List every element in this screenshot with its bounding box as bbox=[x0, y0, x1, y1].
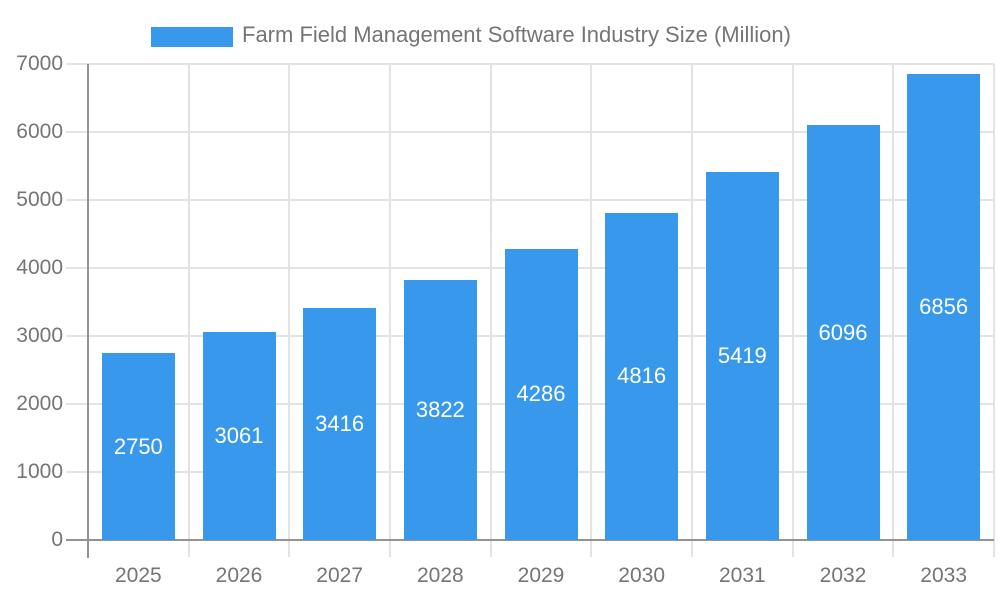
y-axis-label: 7000 bbox=[16, 52, 63, 75]
x-axis-label: 2027 bbox=[316, 564, 364, 587]
bar-2031[interactable] bbox=[705, 171, 779, 540]
x-axis-tick bbox=[691, 540, 693, 557]
bar-value-label: 6096 bbox=[818, 319, 868, 345]
bar-value-label: 4286 bbox=[516, 381, 566, 407]
y-axis-tick bbox=[66, 335, 88, 337]
x-axis-line bbox=[66, 539, 994, 541]
x-axis-label: 2025 bbox=[114, 564, 162, 587]
y-axis-tick bbox=[66, 403, 88, 405]
x-axis-tick bbox=[590, 540, 593, 557]
bar-value-label: 3061 bbox=[214, 422, 264, 448]
bar-2028[interactable] bbox=[403, 280, 477, 540]
x-axis-tick bbox=[791, 540, 794, 557]
y-axis-tick bbox=[66, 63, 88, 65]
x-axis-label: 2030 bbox=[618, 564, 666, 587]
x-axis-tick bbox=[389, 540, 391, 557]
gridline-horizontal bbox=[88, 199, 994, 201]
x-axis-label: 2029 bbox=[517, 564, 565, 587]
y-axis-label: 6000 bbox=[16, 120, 63, 143]
bar-value-label: 5419 bbox=[717, 342, 767, 368]
bar-2026[interactable] bbox=[202, 331, 276, 540]
gridline-vertical bbox=[288, 64, 291, 540]
gridline-vertical bbox=[892, 64, 895, 540]
gridline-vertical bbox=[590, 64, 593, 540]
gridline-vertical bbox=[389, 64, 391, 540]
bar-2030[interactable] bbox=[605, 212, 679, 540]
x-axis-tick bbox=[288, 540, 291, 557]
legend-label: Farm Field Management Software Industry … bbox=[242, 22, 791, 47]
gridline-vertical bbox=[791, 64, 794, 540]
bar-2025[interactable] bbox=[101, 353, 175, 540]
y-axis-tick bbox=[66, 199, 88, 201]
bar-value-label: 6856 bbox=[919, 293, 969, 319]
gridline-vertical bbox=[489, 64, 492, 540]
bar-2032[interactable] bbox=[806, 125, 880, 540]
legend-item[interactable]: Farm Field Management Software Industry … bbox=[151, 22, 791, 48]
y-axis-label: 3000 bbox=[16, 324, 63, 347]
bar-value-label: 2750 bbox=[113, 433, 163, 459]
gridline-vertical bbox=[691, 64, 693, 540]
bar-2027[interactable] bbox=[303, 307, 377, 540]
y-axis-label: 0 bbox=[51, 528, 63, 551]
y-axis-tick bbox=[66, 131, 88, 133]
y-axis-line bbox=[87, 64, 89, 558]
bar-value-label: 3416 bbox=[315, 410, 365, 436]
y-axis-label: 2000 bbox=[16, 392, 63, 415]
y-axis-tick bbox=[66, 471, 88, 473]
y-axis-label: 1000 bbox=[16, 460, 63, 483]
x-axis-label: 2033 bbox=[920, 564, 968, 587]
gridline-vertical bbox=[993, 64, 995, 540]
bar-value-label: 4816 bbox=[617, 363, 667, 389]
x-axis-label: 2032 bbox=[819, 564, 867, 587]
x-axis-label: 2028 bbox=[416, 564, 464, 587]
x-axis-label: 2026 bbox=[215, 564, 263, 587]
x-axis-tick bbox=[187, 540, 190, 557]
x-axis-tick bbox=[892, 540, 895, 557]
bar-2029[interactable] bbox=[504, 248, 578, 540]
gridline-vertical bbox=[187, 64, 190, 540]
bar-value-label: 3822 bbox=[415, 397, 465, 423]
y-axis-label: 5000 bbox=[16, 188, 63, 211]
gridline-horizontal bbox=[88, 131, 994, 133]
y-axis-label: 4000 bbox=[16, 256, 63, 279]
legend-color-swatch bbox=[151, 26, 233, 47]
gridline-horizontal bbox=[88, 63, 994, 65]
x-axis-label: 2031 bbox=[718, 564, 766, 587]
bar-2033[interactable] bbox=[907, 73, 981, 540]
x-axis-tick bbox=[489, 540, 492, 557]
y-axis-tick bbox=[66, 267, 88, 269]
x-axis-tick bbox=[993, 540, 995, 557]
